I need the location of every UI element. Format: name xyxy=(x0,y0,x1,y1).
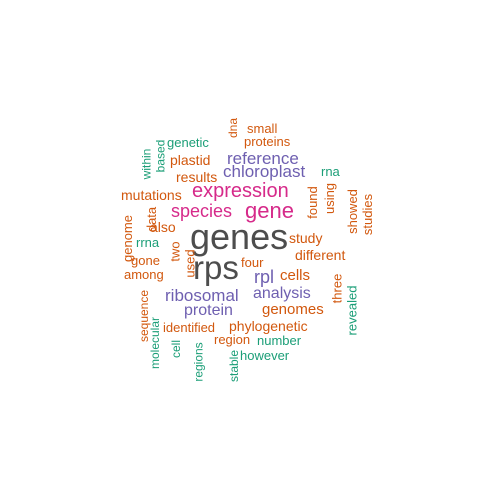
word-stable: stable xyxy=(227,349,242,383)
word-revealed: revealed xyxy=(344,285,360,336)
word-proteins: proteins xyxy=(244,134,291,149)
word-however: however xyxy=(240,348,290,363)
word-studies: studies xyxy=(360,193,376,236)
word-two: two xyxy=(167,241,183,262)
word-within: within xyxy=(139,148,154,180)
word-results: results xyxy=(176,169,218,185)
word-genomes: genomes xyxy=(262,301,324,318)
word-species: species xyxy=(171,201,233,221)
word-also: also xyxy=(150,219,176,235)
word-reference: reference xyxy=(227,149,299,168)
word-molecular: molecular xyxy=(148,316,163,370)
word-genes: genes xyxy=(190,216,289,257)
word-rrna: rrna xyxy=(136,235,160,250)
word-found: found xyxy=(304,186,320,219)
word-showed: showed xyxy=(344,189,360,234)
word-rpl: rpl xyxy=(254,267,275,287)
word-different: different xyxy=(295,247,346,263)
word-ribosomal: ribosomal xyxy=(165,286,239,305)
word-analysis: analysis xyxy=(253,285,311,302)
word-four: four xyxy=(241,255,264,270)
word-used: used xyxy=(182,249,198,278)
word-three: three xyxy=(329,273,345,304)
word-region: region xyxy=(214,332,251,347)
word-among: among xyxy=(124,267,164,282)
word-based: based xyxy=(153,139,168,173)
word-small: small xyxy=(247,121,278,136)
word-gene: gene xyxy=(245,198,294,223)
word-cells: cells xyxy=(280,267,311,284)
word-protein: protein xyxy=(184,302,233,319)
word-expression: expression xyxy=(192,180,289,202)
word-using: using xyxy=(322,182,338,215)
word-number: number xyxy=(257,333,302,348)
word-regions: regions xyxy=(191,342,206,382)
word-plastid: plastid xyxy=(170,152,211,168)
word-genetic: genetic xyxy=(167,135,209,150)
word-dna: dna xyxy=(226,117,241,139)
word-rps: rps xyxy=(193,249,239,286)
word-gone: gone xyxy=(131,253,160,268)
word-identified: identified xyxy=(163,320,216,335)
word-study: study xyxy=(289,230,323,246)
word-cell: cell xyxy=(169,339,184,359)
word-rna: rna xyxy=(321,164,340,179)
word-chloroplast: chloroplast xyxy=(223,162,306,181)
word-phylogenetic: phylogenetic xyxy=(229,318,308,334)
word-mutations: mutations xyxy=(121,187,182,203)
